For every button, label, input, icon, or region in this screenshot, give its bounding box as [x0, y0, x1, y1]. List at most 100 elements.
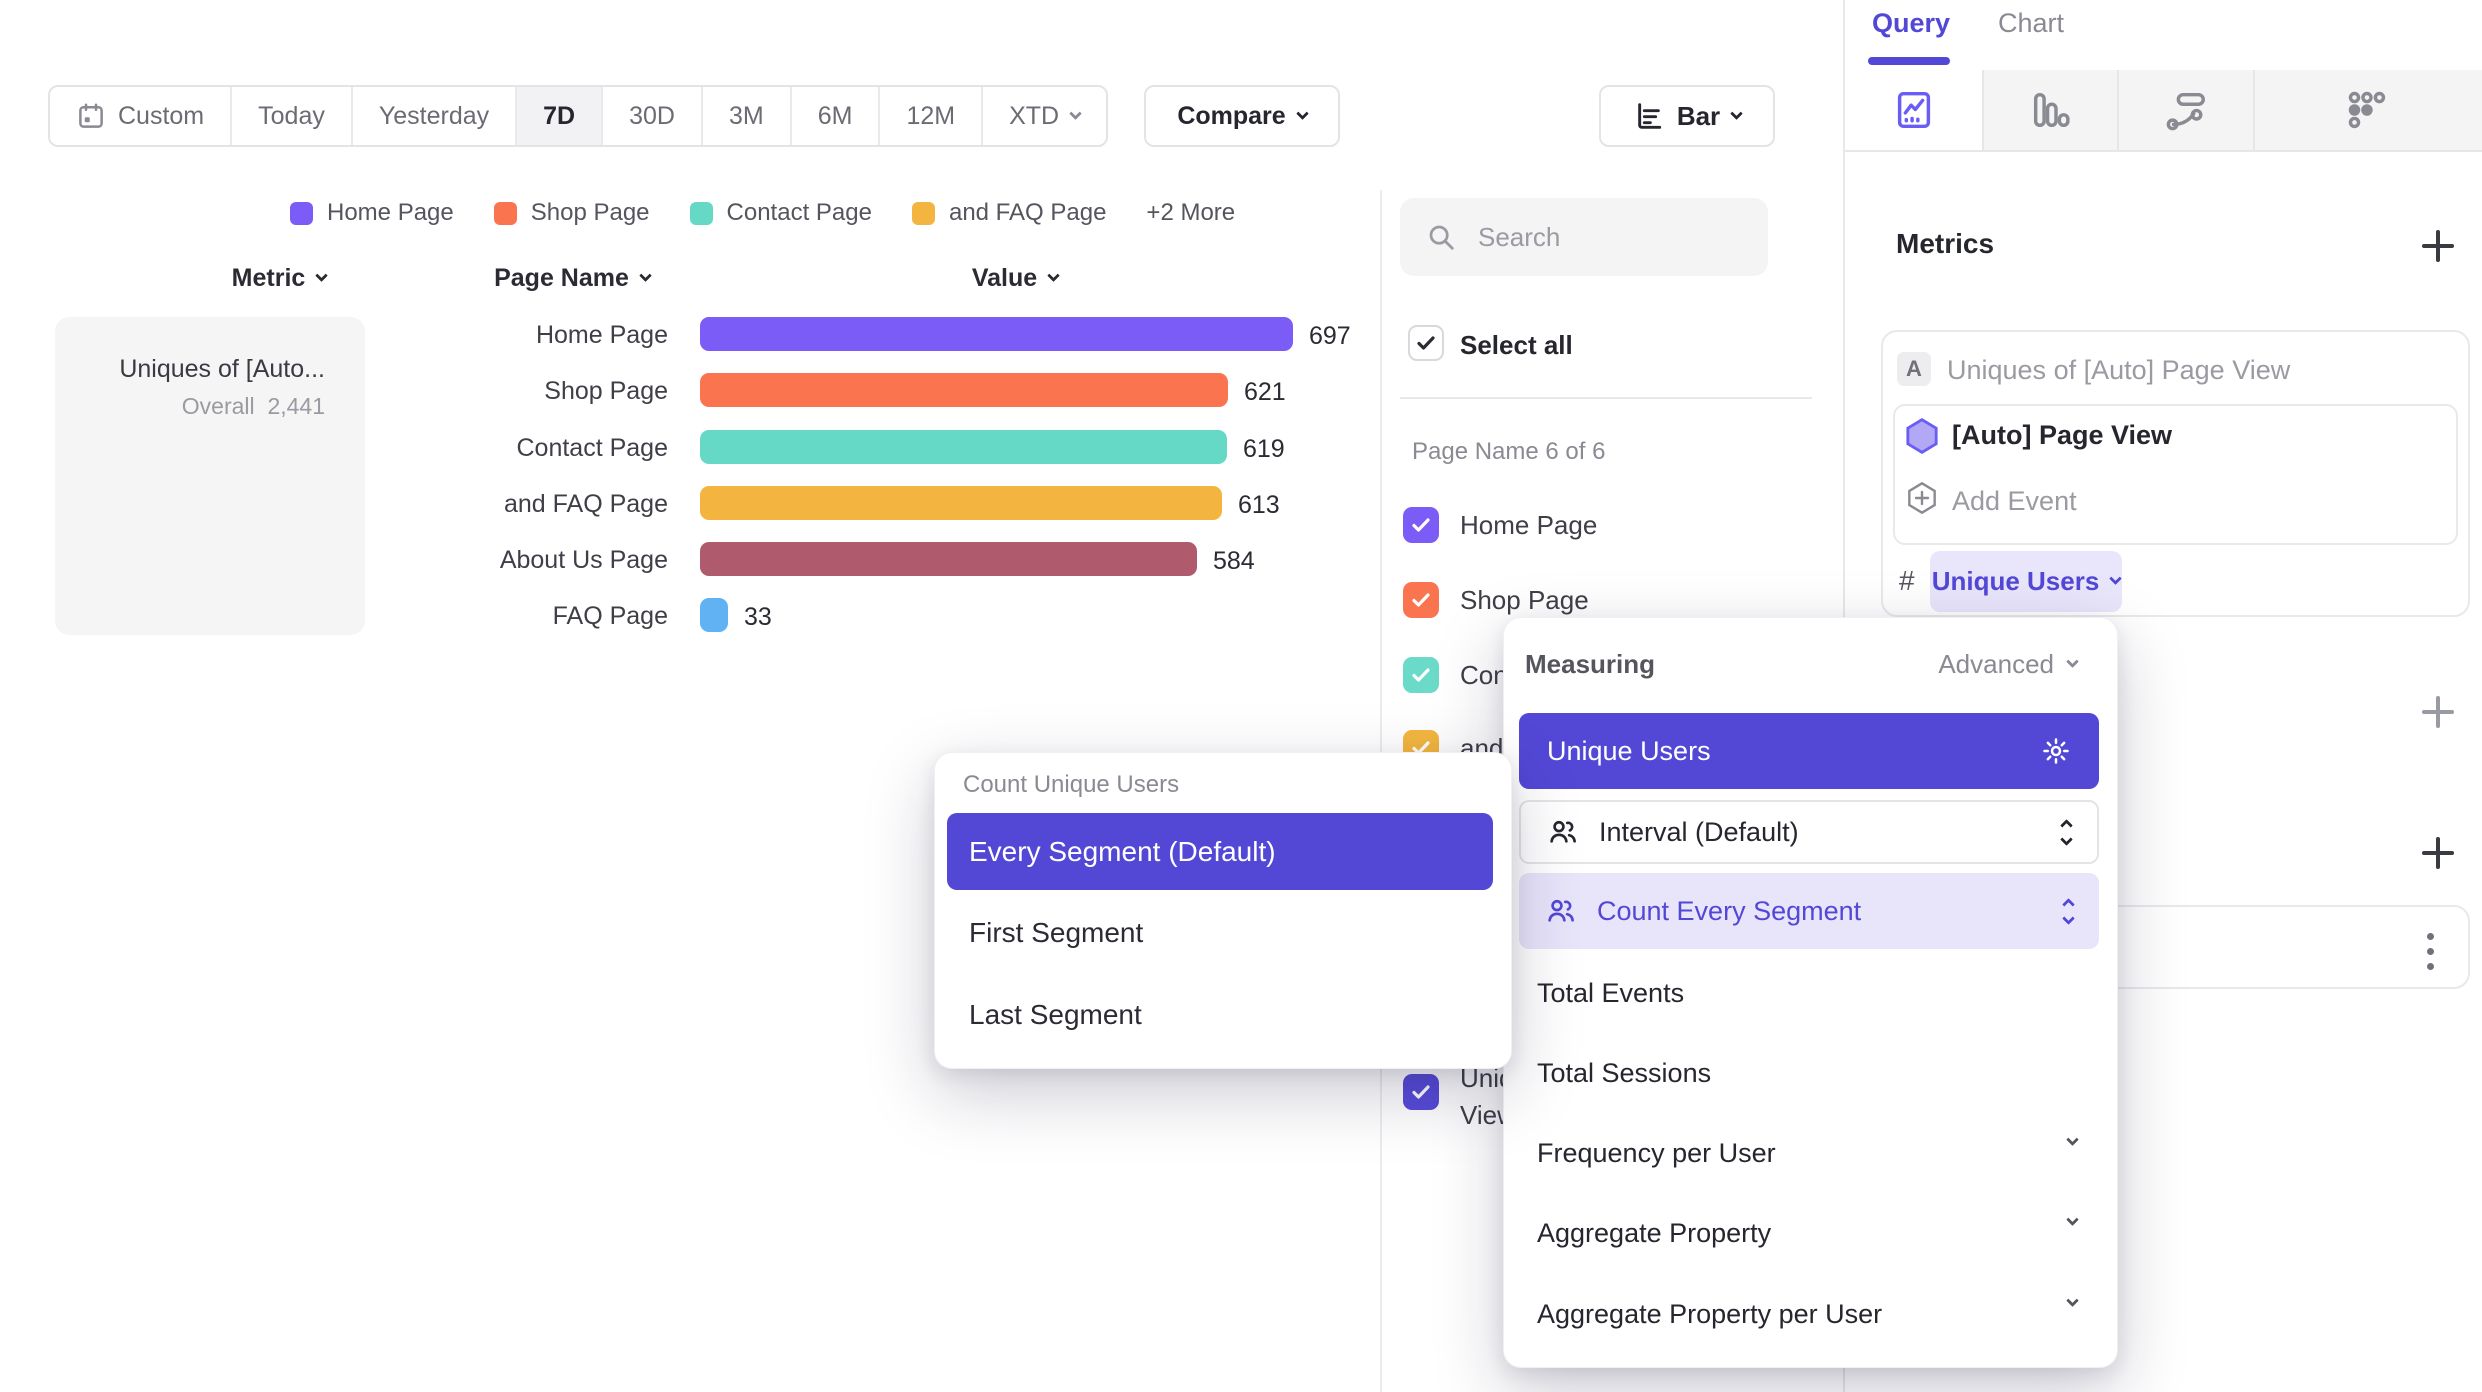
add-event-icon: [1908, 481, 1936, 515]
gear-icon[interactable]: [2041, 736, 2071, 766]
tab-query[interactable]: Query: [1872, 8, 1951, 38]
date-range-picker: Custom Today Yesterday 7D 30D 3M 6M 12M …: [48, 85, 1109, 147]
list-section-label: Page Name 6 of 6: [1412, 438, 1606, 465]
measuring-option-aggregate-property-per-user[interactable]: Aggregate Property per User: [1537, 1294, 2079, 1330]
more-options-icon[interactable]: [2427, 933, 2434, 970]
stepper-icon: [2060, 818, 2073, 846]
tab-flows[interactable]: [2117, 70, 2253, 150]
chevron-down-icon: [2066, 1213, 2079, 1227]
segment-option-first-segment[interactable]: First Segment: [969, 917, 1144, 948]
bar-and-faq-page[interactable]: [700, 486, 1222, 520]
date-range-7d[interactable]: 7D: [515, 87, 602, 145]
chevron-down-icon: [2066, 655, 2079, 669]
list-item-label: Home Page: [1460, 510, 1598, 540]
row-label: Shop Page: [544, 377, 668, 405]
report-type-tabs: [1845, 70, 2482, 152]
interval-selector[interactable]: Interval (Default): [1519, 800, 2099, 864]
chart-legend: Home Page Shop Page Contact Page and FAQ…: [290, 199, 1235, 227]
chevron-down-icon: [1047, 268, 1061, 282]
row-label: Contact Page: [516, 434, 669, 462]
event-name[interactable]: [Auto] Page View: [1952, 420, 2173, 450]
add-metric-icon[interactable]: [2420, 228, 2456, 264]
chart-type-button[interactable]: Bar: [1599, 85, 1775, 147]
bar-value: 33: [744, 603, 772, 631]
active-tab-underline: [1868, 57, 1950, 65]
bar-shop-page[interactable]: [700, 373, 1228, 407]
search-input[interactable]: Search: [1400, 198, 1768, 276]
date-range-today[interactable]: Today: [230, 87, 351, 145]
tab-insights[interactable]: [1845, 70, 1982, 150]
add-filter-icon[interactable]: [2420, 694, 2456, 730]
measuring-option-total-sessions[interactable]: Total Sessions: [1537, 1058, 1712, 1088]
advanced-toggle[interactable]: Advanced: [1938, 649, 2079, 680]
bar-about-us-page[interactable]: [700, 542, 1197, 576]
measuring-option-frequency-per-user[interactable]: Frequency per User: [1537, 1133, 2079, 1169]
bar-contact-page[interactable]: [700, 430, 1227, 464]
stepper-icon: [2062, 897, 2075, 925]
metric-summary-card[interactable]: Uniques of [Auto... Overall 2,441: [55, 317, 365, 635]
date-range-6m[interactable]: 6M: [789, 87, 879, 145]
segment-count-selector[interactable]: Count Every Segment: [1519, 873, 2099, 949]
flows-icon: [2166, 92, 2205, 131]
measuring-option-total-events[interactable]: Total Events: [1537, 978, 1685, 1008]
bar-value: 621: [1244, 378, 1286, 406]
metric-name: Uniques of [Auto...: [119, 355, 325, 383]
date-range-custom[interactable]: Custom: [50, 87, 230, 145]
date-range-30d[interactable]: 30D: [601, 87, 701, 145]
check-icon: [1412, 668, 1430, 682]
chevron-down-icon: [2109, 572, 2123, 586]
checkbox-home-page[interactable]: [1403, 507, 1439, 543]
metrics-heading: Metrics: [1896, 228, 1995, 259]
add-event-label[interactable]: Add Event: [1952, 486, 2077, 516]
check-icon: [1417, 336, 1435, 350]
checkbox-shop-page[interactable]: [1403, 582, 1439, 618]
legend-item[interactable]: Contact Page: [689, 199, 872, 227]
measuring-title: Measuring: [1525, 649, 1656, 679]
date-range-xtd[interactable]: XTD: [981, 87, 1106, 145]
list-item-label: Shop Page: [1460, 585, 1589, 615]
measuring-option-unique-users[interactable]: Unique Users: [1519, 713, 2099, 789]
checkbox-uniques-metric[interactable]: [1403, 1074, 1439, 1110]
metric-overall: Overall 2,441: [181, 393, 325, 419]
tab-funnels[interactable]: [1982, 70, 2117, 150]
chevron-down-icon: [639, 268, 652, 282]
column-header-metric[interactable]: Metric: [169, 262, 389, 294]
segment-menu-title: Count Unique Users: [963, 771, 1180, 798]
legend-item[interactable]: Home Page: [290, 199, 454, 227]
legend-swatch: [493, 201, 517, 225]
bar-columns-icon: [2033, 92, 2070, 128]
row-label: FAQ Page: [552, 602, 668, 630]
select-all-checkbox[interactable]: [1408, 325, 1444, 361]
date-range-12m[interactable]: 12M: [878, 87, 981, 145]
column-header-value[interactable]: Value: [905, 262, 1125, 294]
legend-swatch: [911, 201, 935, 225]
aggregation-selector[interactable]: Unique Users: [1930, 551, 2123, 612]
checkbox-contact-page[interactable]: [1403, 657, 1439, 693]
compare-button[interactable]: Compare: [1144, 85, 1340, 147]
legend-item[interactable]: and FAQ Page: [911, 199, 1106, 227]
segment-option-last-segment[interactable]: Last Segment: [969, 999, 1142, 1030]
bar-faq-page[interactable]: [700, 598, 728, 632]
measuring-option-aggregate-property[interactable]: Aggregate Property: [1537, 1213, 2079, 1249]
legend-more-button[interactable]: +2 More: [1146, 199, 1236, 226]
date-range-yesterday[interactable]: Yesterday: [350, 87, 515, 145]
users-icon: [1548, 899, 1574, 922]
legend-item[interactable]: Shop Page: [493, 199, 650, 227]
chevron-down-icon: [1295, 106, 1309, 120]
row-label: and FAQ Page: [503, 490, 668, 518]
column-header-page-name[interactable]: Page Name: [462, 262, 682, 294]
legend-swatch: [290, 201, 313, 225]
tab-retention[interactable]: [2253, 70, 2482, 150]
date-range-3m[interactable]: 3M: [700, 87, 790, 145]
search-icon: [1429, 225, 1454, 250]
segment-count-menu: Count Unique Users Every Segment (Defaul…: [934, 752, 1512, 1069]
tab-chart[interactable]: Chart: [1998, 8, 2065, 38]
bar-home-page[interactable]: [700, 317, 1293, 351]
segment-option-every-segment[interactable]: Every Segment (Default): [947, 813, 1493, 890]
add-breakdown-icon[interactable]: [2420, 835, 2456, 871]
row-label: Home Page: [535, 321, 668, 349]
calendar-icon: [79, 103, 103, 128]
list-divider: [1400, 397, 1812, 399]
event-card[interactable]: [1893, 404, 2458, 545]
